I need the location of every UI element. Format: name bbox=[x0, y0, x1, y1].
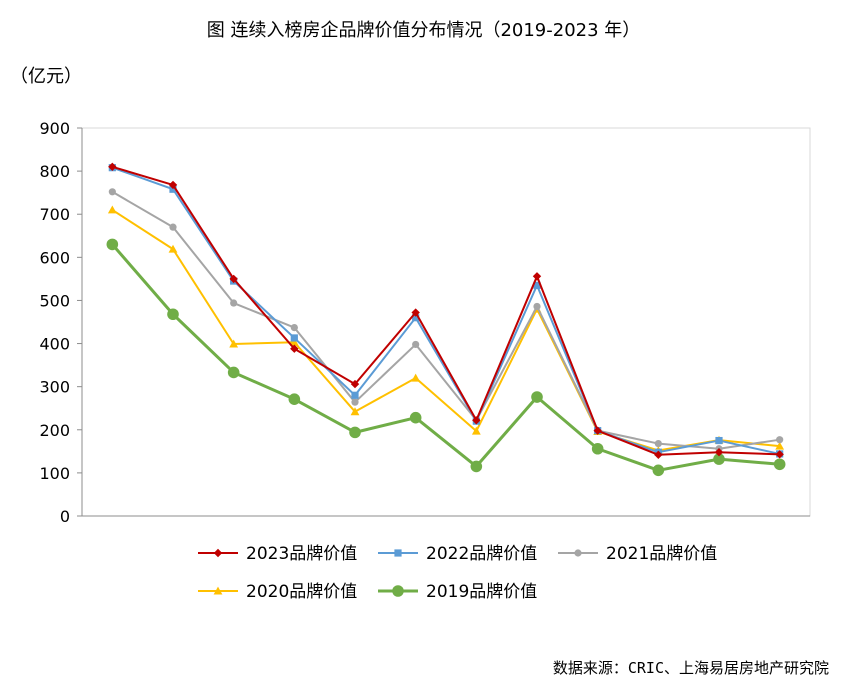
data-point bbox=[350, 407, 360, 416]
y-axis-unit-label: （亿元） bbox=[10, 66, 82, 87]
data-point bbox=[351, 398, 359, 406]
y-tick-label: 500 bbox=[39, 291, 70, 310]
legend-marker bbox=[394, 549, 402, 557]
data-point bbox=[533, 302, 541, 311]
data-point bbox=[532, 272, 542, 281]
data-point bbox=[290, 324, 298, 332]
data-point bbox=[351, 391, 359, 399]
series-2 bbox=[108, 188, 784, 453]
data-point bbox=[169, 185, 177, 193]
data-point bbox=[290, 334, 298, 342]
legend-item: 2022品牌价值 bbox=[378, 544, 537, 564]
legend-marker bbox=[213, 548, 223, 558]
data-point bbox=[714, 447, 724, 457]
data-point bbox=[412, 340, 420, 349]
series-line bbox=[111, 190, 780, 450]
series-4 bbox=[106, 238, 786, 477]
data-point bbox=[288, 393, 301, 405]
plot-area bbox=[81, 127, 811, 517]
legend-label: 2020品牌价值 bbox=[246, 582, 357, 602]
data-point bbox=[470, 460, 483, 473]
data-point bbox=[472, 416, 481, 425]
y-tick-label: 900 bbox=[39, 119, 70, 138]
data-point bbox=[654, 439, 662, 448]
data-point bbox=[713, 453, 725, 465]
legend-label: 2019品牌价值 bbox=[426, 582, 537, 602]
data-point bbox=[169, 223, 177, 231]
data-point bbox=[652, 464, 665, 477]
data-point bbox=[591, 442, 604, 455]
y-tick-label: 100 bbox=[39, 464, 70, 483]
legend-label: 2021品牌价值 bbox=[606, 544, 717, 564]
legend-marker bbox=[392, 585, 404, 597]
legend-marker bbox=[213, 586, 223, 595]
data-point bbox=[775, 450, 784, 459]
data-point bbox=[350, 379, 360, 389]
y-tick-label: 0 bbox=[60, 507, 70, 526]
series-line bbox=[112, 165, 780, 456]
y-tick-label: 300 bbox=[39, 378, 70, 397]
data-point bbox=[412, 314, 420, 322]
data-point bbox=[168, 244, 178, 253]
data-point bbox=[168, 180, 178, 190]
y-tick-label: 400 bbox=[39, 335, 70, 354]
data-point bbox=[289, 337, 299, 346]
series-line bbox=[111, 166, 780, 455]
data-point bbox=[531, 391, 543, 403]
data-point bbox=[411, 373, 421, 382]
y-axis: 0 100 200 300 400 500 600 700 800 900 bbox=[39, 119, 82, 526]
series-0 bbox=[108, 162, 784, 459]
data-point bbox=[411, 308, 420, 317]
legend: 2023品牌价值 2022品牌价值 2021品牌价值 2020品牌价值 2019品牌价值 bbox=[198, 544, 717, 602]
legend-item: 2019品牌价值 bbox=[378, 582, 537, 602]
series-line bbox=[111, 243, 780, 472]
data-point bbox=[773, 458, 786, 471]
y-tick-label: 800 bbox=[39, 162, 70, 181]
data-point bbox=[108, 162, 117, 171]
data-point bbox=[107, 205, 117, 214]
legend-marker bbox=[574, 549, 582, 557]
data-point bbox=[776, 436, 784, 444]
data-point bbox=[775, 441, 785, 450]
plot-border bbox=[81, 127, 811, 517]
y-tick-label: 700 bbox=[39, 205, 70, 224]
series-layer bbox=[106, 162, 786, 477]
data-point bbox=[471, 426, 481, 435]
legend-item: 2021品牌价值 bbox=[558, 544, 717, 564]
data-point bbox=[167, 308, 179, 321]
data-source-note: 数据来源：CRIC、上海易居房地产研究院 bbox=[552, 659, 829, 677]
data-point bbox=[349, 426, 361, 439]
series-1 bbox=[108, 164, 784, 458]
y-tick-label: 200 bbox=[39, 421, 70, 440]
data-point bbox=[230, 299, 238, 307]
data-point bbox=[654, 450, 663, 459]
legend-label: 2022品牌价值 bbox=[426, 544, 537, 564]
data-point bbox=[106, 238, 119, 251]
data-point bbox=[227, 366, 240, 379]
legend-label: 2023品牌价值 bbox=[246, 544, 357, 564]
legend-item: 2020品牌价值 bbox=[198, 582, 357, 602]
data-point bbox=[229, 274, 238, 284]
series-line bbox=[111, 209, 780, 452]
data-point bbox=[593, 426, 602, 435]
data-point bbox=[409, 411, 422, 424]
y-tick-label: 600 bbox=[39, 248, 70, 267]
data-point bbox=[108, 188, 116, 196]
data-point bbox=[290, 344, 299, 353]
chart-title: 图 连续入榜房企品牌价值分布情况（2019-2023 年） bbox=[206, 20, 641, 41]
legend-item: 2023品牌价值 bbox=[198, 544, 357, 564]
data-point bbox=[229, 339, 239, 348]
data-point bbox=[715, 436, 723, 445]
data-point bbox=[533, 281, 541, 289]
